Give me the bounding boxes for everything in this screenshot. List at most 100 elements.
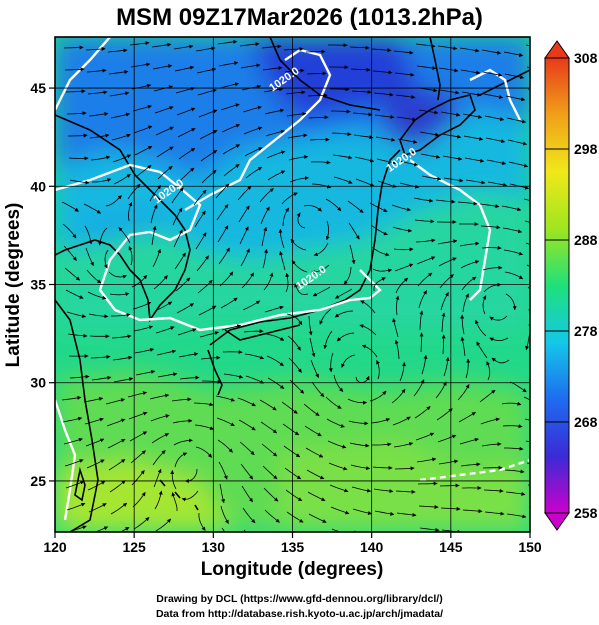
streamline <box>505 95 526 102</box>
streamline <box>67 333 88 338</box>
streamline <box>175 86 195 94</box>
streamline <box>486 159 507 166</box>
streamline <box>350 67 371 72</box>
streamline <box>348 222 360 240</box>
streamline <box>173 438 193 446</box>
streamline <box>460 69 481 75</box>
streamline <box>508 161 529 168</box>
x-tick-label: 145 <box>439 539 463 555</box>
streamline <box>303 403 320 417</box>
streamline <box>199 130 218 140</box>
streamline <box>459 241 480 247</box>
streamline <box>325 220 330 241</box>
x-axis-label: Longitude (degrees) <box>201 559 384 580</box>
streamline <box>112 355 133 361</box>
streamline <box>220 505 229 524</box>
streamline <box>216 204 229 221</box>
streamline <box>313 242 329 257</box>
streamline <box>394 466 415 471</box>
streamline <box>195 446 213 458</box>
streamline <box>132 104 152 112</box>
streamline <box>303 204 322 212</box>
streamline <box>459 437 479 445</box>
streamline <box>416 65 437 71</box>
streamline <box>261 226 268 247</box>
streamline <box>507 139 528 146</box>
streamline <box>443 177 464 183</box>
streamline <box>282 423 300 436</box>
streamline <box>157 372 178 378</box>
streamline <box>238 205 250 223</box>
streamline <box>372 442 392 447</box>
streamline <box>421 175 442 181</box>
y-tick-label: 40 <box>30 178 46 194</box>
streamline <box>501 401 522 406</box>
streamline <box>483 488 504 493</box>
streamline <box>151 225 157 246</box>
streamline <box>311 264 330 274</box>
streamline <box>262 248 269 269</box>
streamline <box>174 452 188 468</box>
streamline <box>217 439 233 453</box>
streamline <box>394 263 414 272</box>
streamline <box>440 292 449 311</box>
streamline <box>156 349 177 356</box>
streamline <box>395 295 400 316</box>
streamline <box>309 337 316 358</box>
x-axis-ticks: 120 125 130 135 140 145 150 <box>43 532 542 555</box>
streamline <box>172 418 193 424</box>
streamline <box>419 310 424 331</box>
colorbar-max-extension <box>544 40 570 59</box>
streamline <box>287 335 301 351</box>
streamline <box>259 399 277 411</box>
streamline <box>485 137 506 144</box>
streamline <box>462 509 483 514</box>
streamline <box>128 411 148 420</box>
streamline <box>326 418 345 428</box>
streamline <box>85 247 94 267</box>
streamline <box>66 311 86 318</box>
streamline <box>415 432 435 441</box>
streamline <box>524 418 530 421</box>
streamline <box>177 328 197 336</box>
streamline <box>196 255 209 272</box>
streamline <box>460 336 466 357</box>
streamline <box>176 107 196 116</box>
streamline <box>155 126 174 136</box>
streamline <box>421 354 428 375</box>
streamline <box>66 502 86 511</box>
credit-drawing: Drawing by DCL (https://www.gfd-dennou.o… <box>156 593 443 605</box>
colorbar-tick-label: 308 <box>574 50 598 66</box>
streamline <box>281 401 298 414</box>
streamline <box>113 377 134 383</box>
streamline <box>86 269 102 284</box>
streamline <box>438 459 459 465</box>
streamline <box>263 272 274 291</box>
streamline <box>150 414 170 422</box>
streamline <box>107 48 128 53</box>
streamline <box>109 480 126 493</box>
streamline <box>200 149 218 162</box>
streamline <box>305 447 324 458</box>
streamline <box>243 329 264 334</box>
streamline <box>311 381 325 398</box>
streamline <box>304 425 322 437</box>
streamline <box>260 206 270 225</box>
streamline <box>465 358 471 379</box>
streamline <box>195 232 207 250</box>
streamline <box>393 50 414 55</box>
streamline <box>200 355 221 360</box>
streamline <box>67 525 87 532</box>
streamline <box>105 398 125 405</box>
streamline <box>264 509 280 523</box>
streamline <box>349 45 370 50</box>
streamline <box>369 390 387 402</box>
streamline <box>83 396 104 403</box>
streamline <box>392 226 413 233</box>
streamline <box>110 502 128 515</box>
colorbar-scale <box>544 57 570 514</box>
streamline <box>414 219 435 224</box>
streamline <box>420 153 441 159</box>
streamline <box>359 324 377 336</box>
y-tick-label: 25 <box>30 473 46 489</box>
